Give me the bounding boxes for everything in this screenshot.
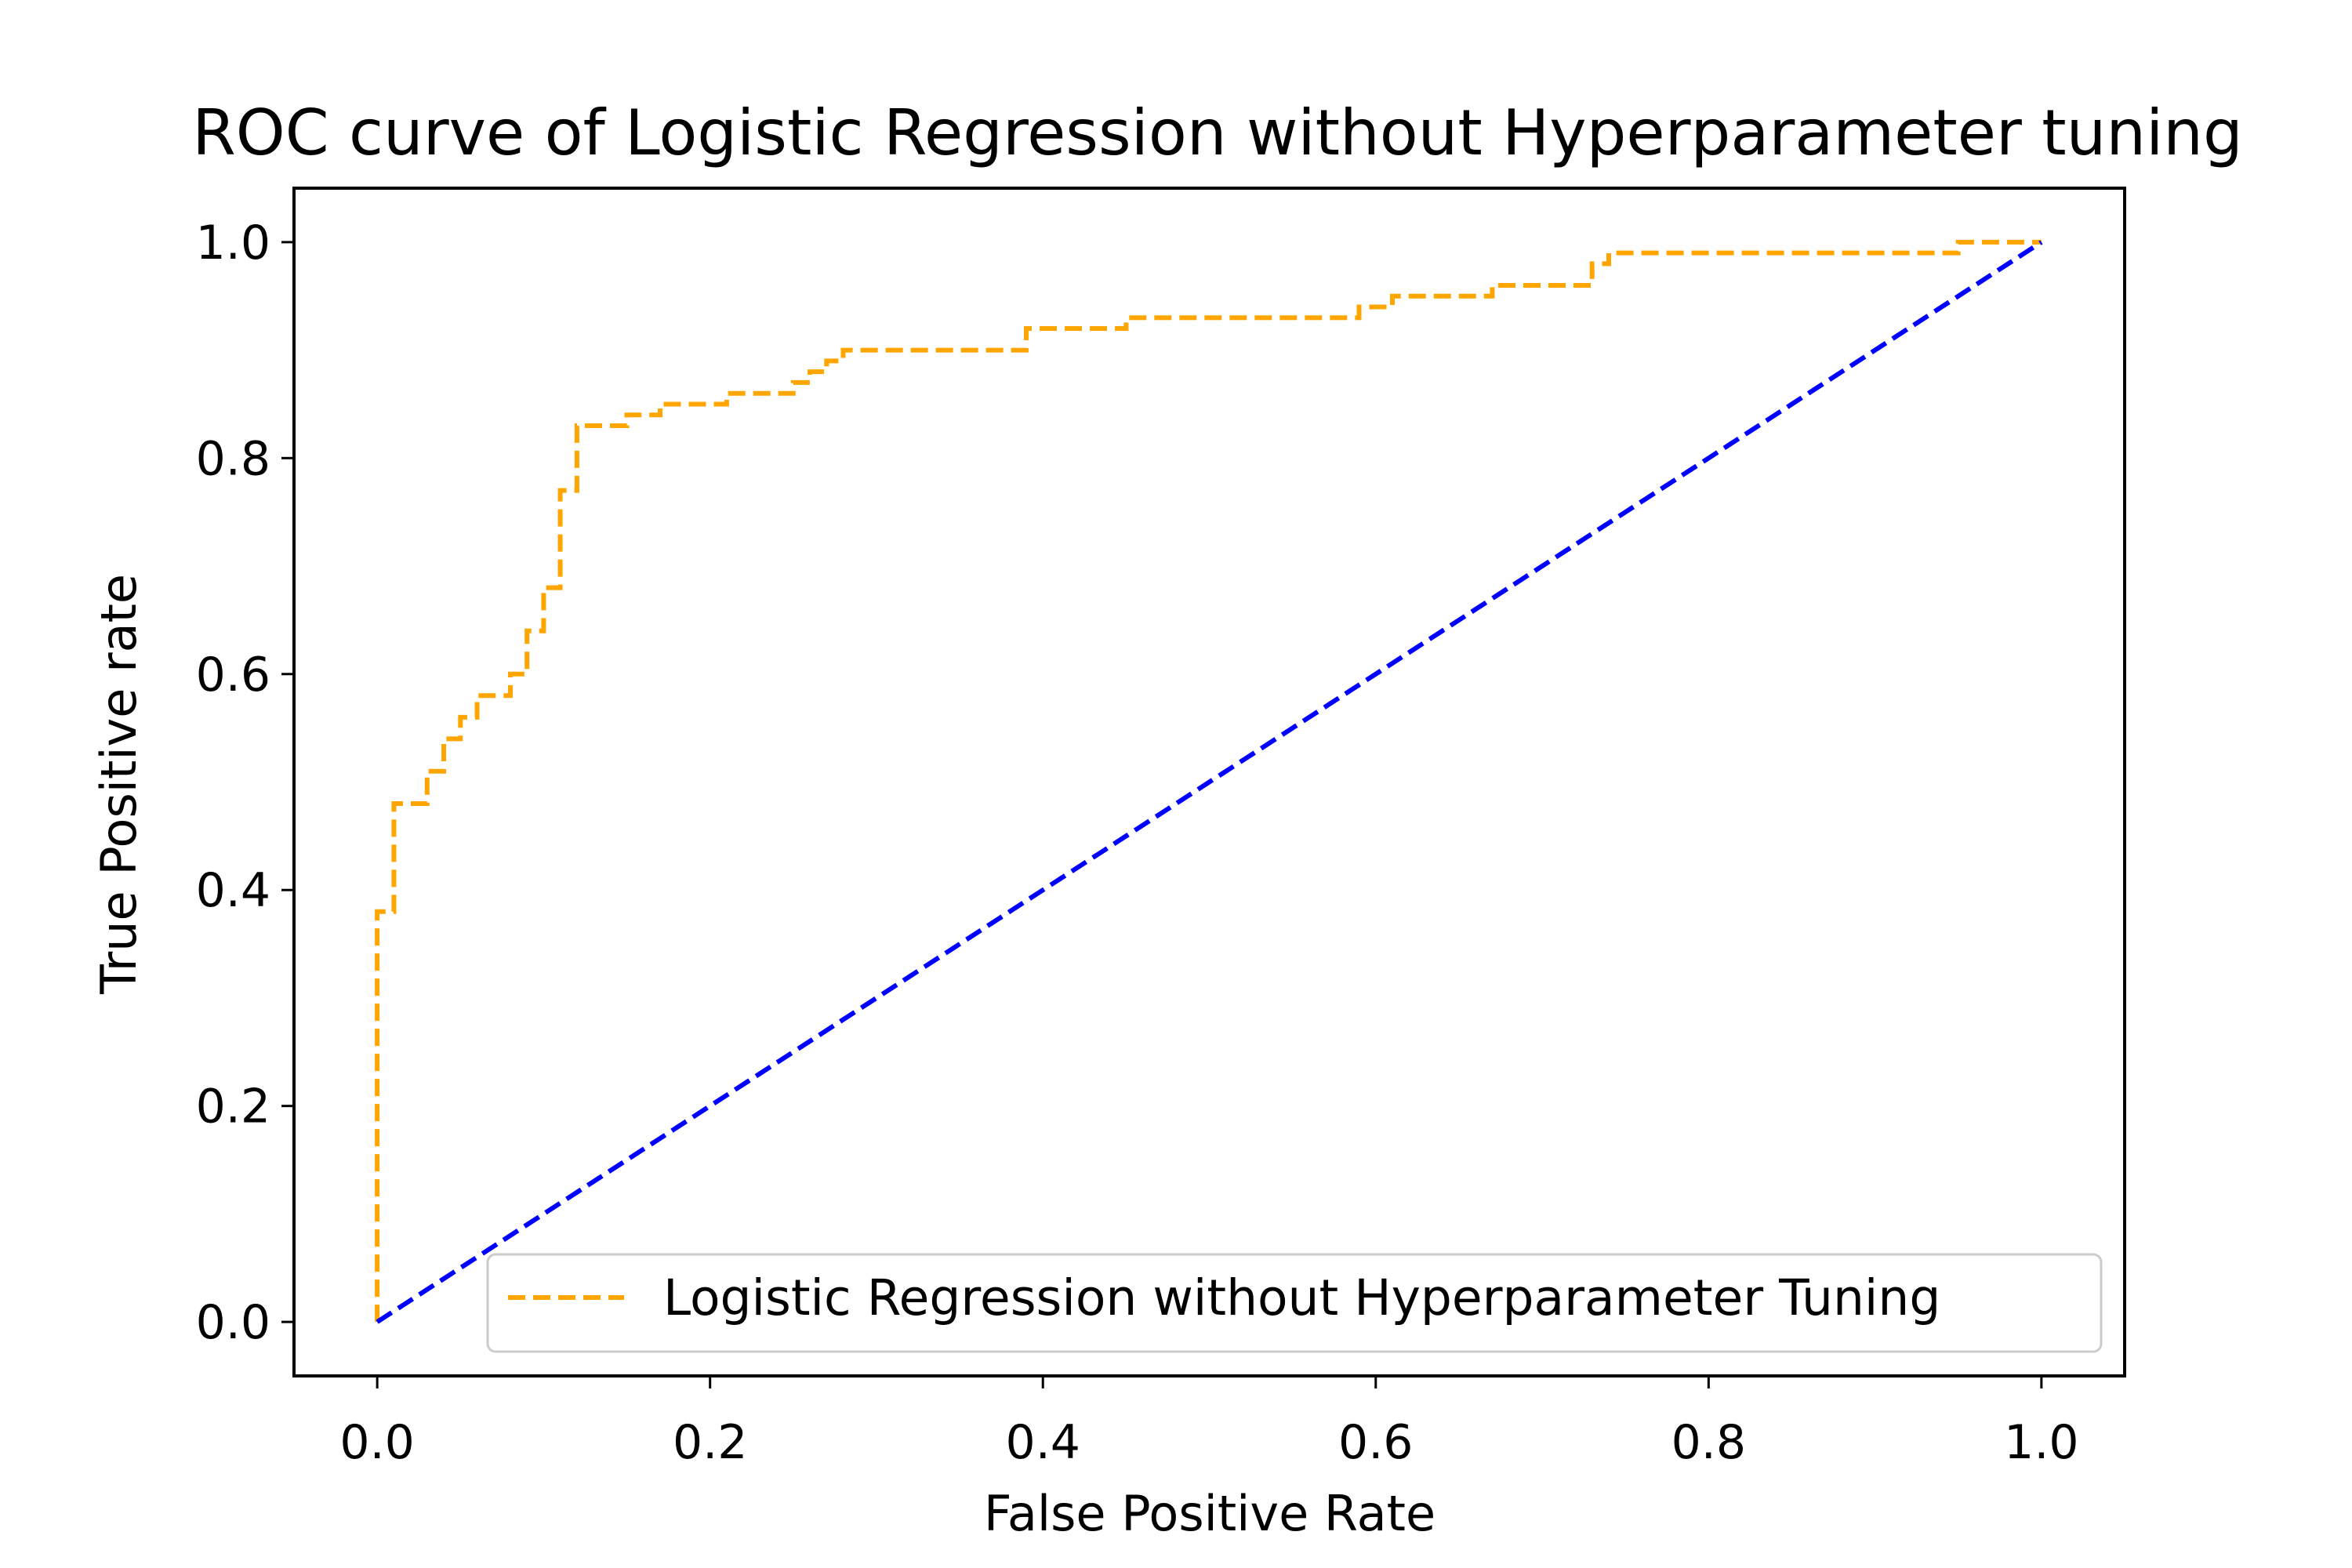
y-tick-label: 0.8 <box>196 431 270 486</box>
roc-curve-line <box>375 239 2042 1323</box>
x-tick-label: 0.8 <box>1671 1415 1746 1470</box>
y-tick-label: 0.4 <box>196 863 270 918</box>
axes-frame <box>292 187 2126 1377</box>
legend-box <box>486 1253 2103 1353</box>
y-tick-label: 0.6 <box>196 648 270 702</box>
x-tick-label: 1.0 <box>2004 1415 2078 1470</box>
x-axis-ticks: 0.0 0.2 0.4 0.6 0.8 1.0 <box>339 1376 2079 1470</box>
y-axis-ticks: 0.0 0.2 0.4 0.6 0.8 1.0 <box>196 216 294 1350</box>
y-tick-label: 0.2 <box>196 1080 270 1134</box>
legend-entry-label: Logistic Regression without Hyperparamet… <box>663 1269 1940 1327</box>
y-axis-label: True Positive rate <box>90 574 147 995</box>
series-layer <box>375 239 2043 1324</box>
y-tick-label: 0.0 <box>196 1295 270 1350</box>
x-tick-label: 0.6 <box>1338 1415 1413 1470</box>
legend: Logistic Regression without Hyperparamet… <box>486 1253 2103 1353</box>
x-tick-label: 0.4 <box>1006 1415 1080 1470</box>
chart-title: ROC curve of Logistic Regression without… <box>192 96 2243 169</box>
x-axis-label: False Positive Rate <box>984 1485 1436 1542</box>
chance-diagonal-line <box>376 240 2043 1324</box>
y-tick-label: 1.0 <box>196 216 270 270</box>
x-tick-label: 0.0 <box>339 1415 414 1470</box>
x-tick-label: 0.2 <box>673 1415 747 1470</box>
